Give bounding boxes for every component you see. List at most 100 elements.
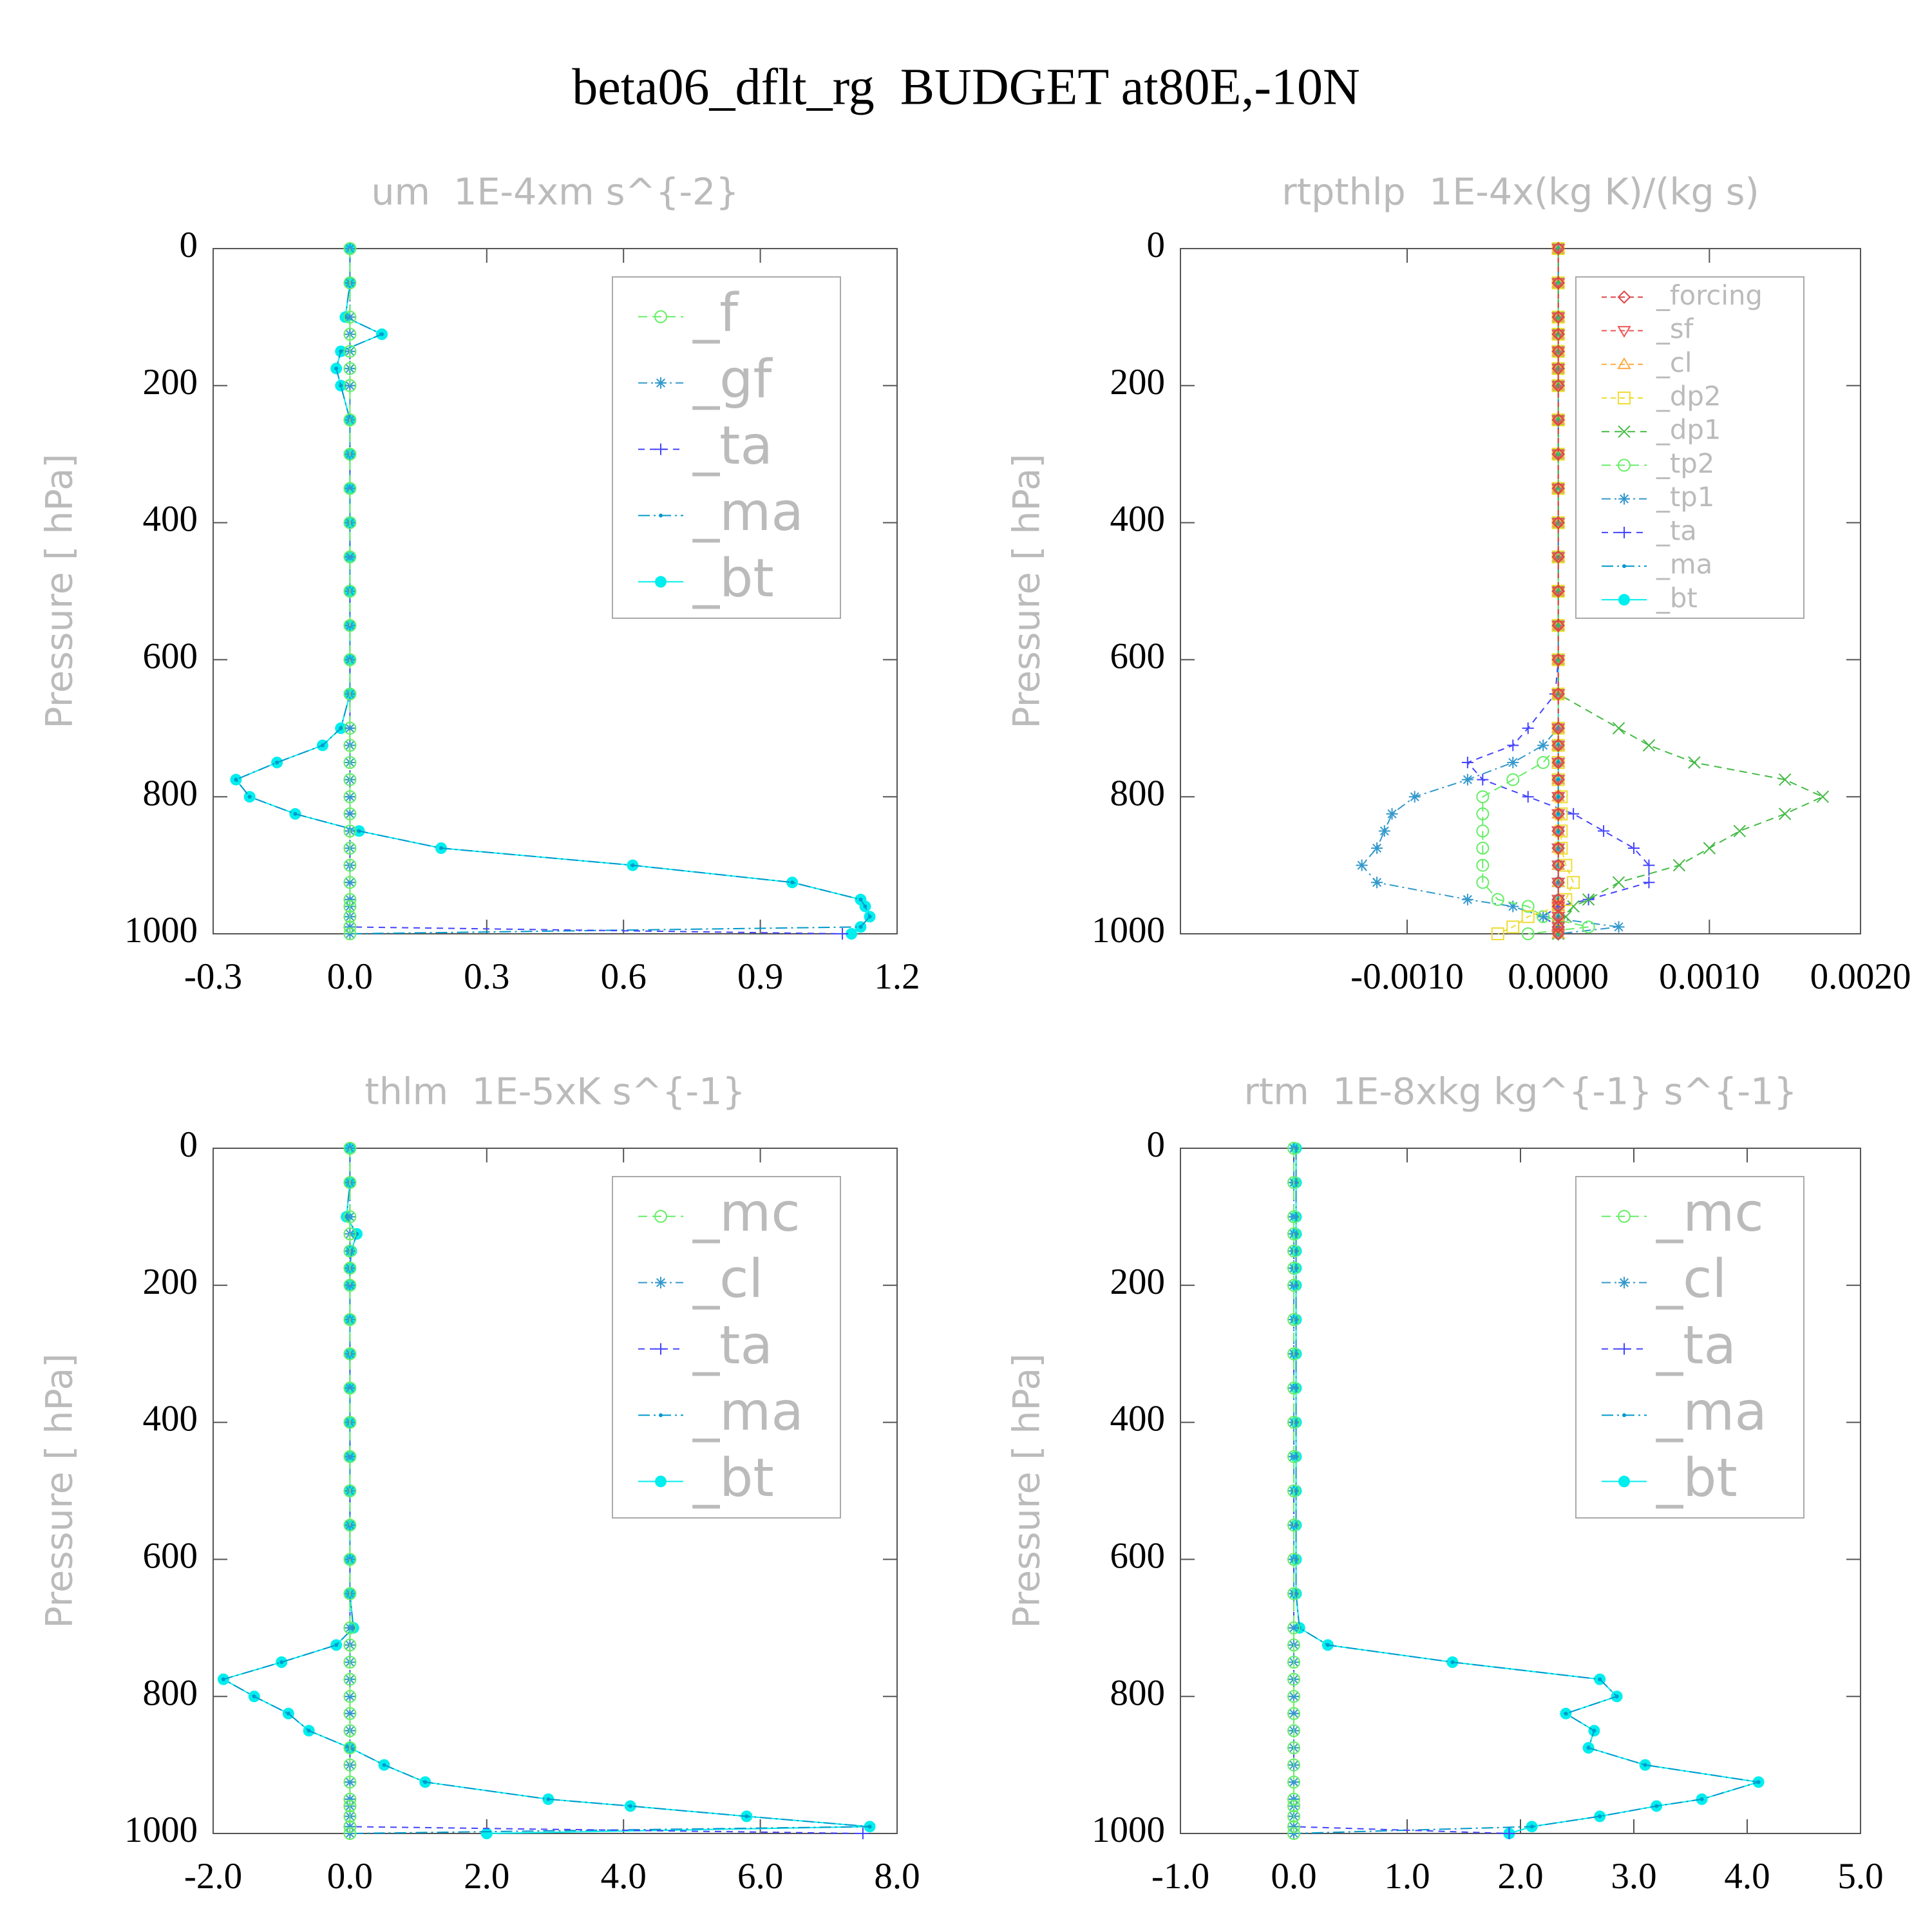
marker (343, 893, 357, 906)
legend-label: _dp1 (1656, 414, 1721, 446)
marker (1551, 362, 1565, 375)
marker (343, 310, 357, 324)
series (1551, 242, 1566, 941)
marker (1408, 791, 1421, 803)
marker (344, 1279, 356, 1291)
marker (1551, 721, 1565, 735)
legend-label: _gf (692, 349, 773, 410)
marker (344, 893, 356, 905)
marker (1613, 921, 1625, 933)
marker (1287, 1621, 1300, 1634)
legend-label: _cl (692, 1249, 763, 1310)
marker (1551, 242, 1566, 256)
y-tick-label: 1000 (1092, 910, 1165, 951)
x-tick-label: -0.0010 (1350, 956, 1464, 997)
marker (221, 1677, 225, 1681)
marker (1287, 1176, 1300, 1189)
marker (343, 756, 357, 769)
marker (1551, 893, 1566, 907)
marker (1551, 550, 1565, 564)
marker (344, 791, 356, 803)
marker (344, 921, 356, 933)
marker (659, 513, 663, 518)
marker (1733, 824, 1746, 838)
marker (343, 1758, 357, 1772)
marker (1476, 858, 1490, 872)
marker (344, 808, 356, 820)
marker (344, 551, 356, 563)
marker (343, 1381, 357, 1395)
marker (1287, 1820, 1300, 1833)
marker (654, 310, 667, 323)
marker (1598, 1814, 1602, 1819)
marker (655, 1475, 667, 1488)
marker (343, 379, 357, 392)
marker (1288, 1622, 1300, 1634)
marker (863, 904, 867, 909)
marker (846, 928, 858, 940)
legend-label: _forcing (1656, 279, 1763, 311)
y-tick-label: 400 (143, 1399, 198, 1439)
marker (1506, 920, 1520, 934)
marker (344, 1382, 356, 1394)
marker (1551, 773, 1565, 786)
marker (343, 824, 357, 838)
legend-label: _cl (1656, 346, 1692, 378)
marker (655, 1343, 667, 1355)
marker (744, 1814, 749, 1819)
marker (1551, 447, 1566, 461)
marker (1287, 1724, 1300, 1738)
marker (343, 1724, 357, 1738)
legend-box (1575, 1176, 1804, 1519)
marker (1507, 739, 1519, 752)
marker (1521, 910, 1535, 923)
marker (344, 482, 356, 495)
marker (379, 332, 384, 336)
series (343, 242, 357, 940)
marker (1507, 900, 1519, 913)
legend-label: _ta (1656, 1315, 1736, 1376)
marker (343, 900, 357, 913)
y-tick-label: 200 (1110, 1262, 1166, 1302)
marker (344, 379, 356, 392)
marker (1622, 564, 1626, 569)
marker (1643, 859, 1655, 871)
marker (1618, 391, 1631, 404)
marker (1287, 1672, 1300, 1686)
y-tick-label: 800 (143, 1672, 198, 1713)
legend-label: _sf (1656, 313, 1694, 345)
marker (1287, 1553, 1300, 1566)
legend-label: _bt (1656, 1448, 1738, 1509)
marker (343, 1278, 357, 1292)
marker (1288, 1821, 1300, 1833)
marker (1551, 482, 1565, 495)
marker (1612, 876, 1625, 889)
marker (1551, 909, 1566, 923)
marker (1287, 1587, 1300, 1600)
legend-label: _f (692, 283, 739, 344)
marker (1530, 1824, 1534, 1829)
marker (1551, 875, 1566, 887)
y-tick-label: 0 (1147, 1124, 1166, 1165)
marker (1551, 689, 1566, 701)
marker (1618, 425, 1631, 438)
marker (344, 1793, 356, 1805)
marker (343, 1210, 357, 1224)
marker (1582, 893, 1595, 906)
marker (655, 1276, 667, 1289)
marker (1371, 842, 1383, 854)
y-tick-label: 200 (143, 1262, 198, 1302)
marker (343, 876, 357, 889)
marker (1551, 345, 1565, 358)
marker (343, 910, 357, 923)
marker (343, 920, 357, 934)
marker (1778, 808, 1792, 820)
marker (1618, 1475, 1630, 1488)
series (1287, 1142, 1300, 1840)
y-tick-label: 200 (1110, 362, 1166, 402)
marker (1491, 927, 1504, 940)
marker (1551, 900, 1566, 913)
marker (1551, 723, 1566, 735)
marker (343, 1741, 357, 1754)
